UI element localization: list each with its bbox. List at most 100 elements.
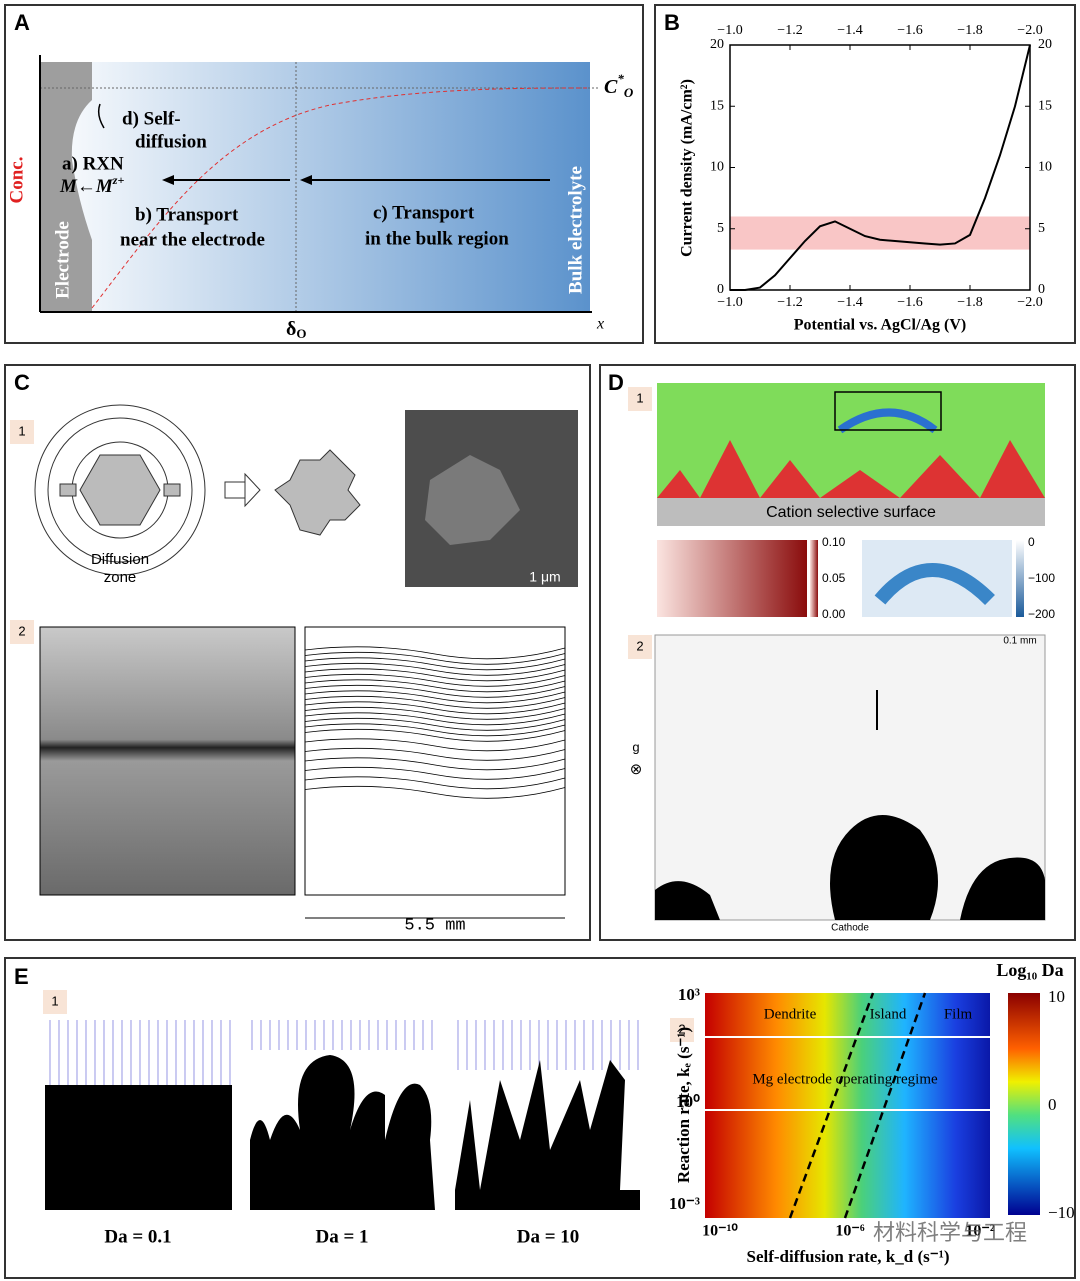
contour (304, 728, 566, 742)
contour (304, 646, 566, 660)
colorbar (810, 540, 818, 617)
contour-plot (304, 626, 566, 896)
c-star: C*O (604, 71, 634, 100)
colorbar-tick: −10 (1048, 1203, 1075, 1222)
x-axis-label: Potential vs. AgCl/Ag (V) (794, 317, 966, 334)
y-tick-label: 20 (710, 37, 724, 52)
x-tick-label: −1.2 (777, 295, 802, 310)
contour (304, 738, 566, 752)
case-label: Da = 1 (315, 1226, 368, 1247)
x-tick-label: 10⁻¹⁰ (702, 1223, 738, 1240)
hexagon (79, 454, 161, 526)
contour (304, 701, 566, 715)
sub-label: 2 (636, 638, 643, 653)
sub-label: 2 (18, 623, 25, 638)
panel-label: B (664, 10, 680, 35)
colorbar-tick: 10 (1048, 987, 1065, 1006)
contour (304, 723, 566, 737)
inset-red (657, 540, 807, 617)
arrow (163, 483, 181, 497)
concentration-curve (91, 87, 591, 309)
photo (39, 626, 296, 896)
x-top-tick-label: −1.8 (957, 23, 982, 38)
colorbar-label: 0 (1028, 535, 1035, 549)
colorbar-tick: 0 (1048, 1095, 1057, 1114)
symbol: C (604, 76, 618, 98)
boundary (843, 992, 927, 1219)
x-tick-label: 10⁻² (965, 1223, 994, 1240)
x-tick-label: −1.0 (717, 295, 742, 310)
bulk-label: Bulk electrolyte (565, 166, 586, 294)
x-tick-label: 10⁻⁶ (835, 1223, 864, 1240)
sub-label: 2 (678, 1021, 685, 1036)
sup: z+ (112, 173, 125, 187)
reaction-text: M←M (59, 176, 114, 197)
sub-label-box (10, 620, 34, 644)
heatmap-labels: Dendrite Island Film Mg electrode operating… (669, 960, 1075, 1266)
x-tick-label: −1.8 (957, 295, 982, 310)
y2-tick-label: 15 (1038, 98, 1052, 113)
sup: * (617, 71, 624, 86)
colorbar-label: 0.00 (822, 607, 846, 621)
contour (304, 757, 566, 771)
sub-label: 1 (636, 390, 643, 405)
y-axis-label: Current density (mA/cm²) (679, 79, 696, 257)
gravity-label: g (632, 739, 639, 754)
colorbar-title: Log₁₀ Da (996, 960, 1063, 980)
sub-label: 1 (18, 423, 25, 438)
highlight-box (834, 391, 942, 431)
islands (250, 1055, 435, 1210)
heatmap (705, 993, 990, 1218)
step: in the bulk region (365, 228, 509, 249)
sub-label: 1 (51, 993, 58, 1008)
scale-label: 1 μm (529, 569, 560, 585)
x-top-tick-label: −1.2 (777, 23, 802, 38)
sub-label-box (628, 387, 652, 411)
regime-label: Mg electrode operating regime (752, 1071, 938, 1087)
contour (304, 706, 566, 720)
boundary (788, 992, 875, 1219)
contour (304, 662, 566, 676)
step: d) Self- (122, 108, 181, 129)
y-axis-label: Conc. (6, 157, 27, 204)
scale-label: 0.1 mm (1003, 636, 1036, 647)
film (45, 1085, 232, 1210)
contour (304, 747, 566, 761)
electrode (40, 62, 92, 312)
arrow (97, 103, 105, 129)
contour (304, 766, 566, 780)
region-label: Film (944, 1006, 973, 1022)
contour (304, 657, 566, 671)
x-axis-label: x (596, 316, 604, 333)
contour (304, 690, 566, 704)
step: c) Transport (373, 202, 475, 223)
panel-frame (654, 4, 1076, 344)
y-tick-label: 10⁰ (676, 1092, 700, 1111)
y-tick-label: 10 (710, 160, 724, 175)
colorbar (1008, 993, 1040, 1215)
x-tick-label: −2.0 (1017, 295, 1042, 310)
y2-tick-label: 20 (1038, 37, 1052, 52)
contour (304, 712, 566, 726)
surface-label: Cation selective surface (766, 504, 936, 521)
dendrites (455, 1060, 640, 1210)
contour (304, 717, 566, 731)
case-label: Da = 10 (517, 1226, 580, 1247)
colorbar-label: −200 (1028, 607, 1055, 621)
arrow (224, 481, 246, 499)
contour (304, 679, 566, 693)
highlight-band (730, 216, 1030, 250)
panel-label: A (14, 10, 30, 35)
y2-tick-label: 10 (1038, 160, 1052, 175)
panel-label: D (608, 370, 624, 395)
y-tick-label: 5 (717, 221, 724, 236)
gravity-symbol: ⊗ (630, 761, 643, 778)
arrow-head (162, 175, 174, 185)
colorbar-labels: 0.10 0.05 0.00 0 −100 −200 (822, 535, 1055, 621)
arrow-head (300, 175, 312, 185)
surface (657, 498, 1045, 526)
panel-e: E 1 Da = 0.1 Da = 1 Da = 10 2 Dendrite Isla… (4, 957, 1076, 1279)
inset-arc (874, 563, 995, 606)
step: diffusion (135, 131, 207, 152)
region-label: Dendrite (764, 1006, 817, 1022)
